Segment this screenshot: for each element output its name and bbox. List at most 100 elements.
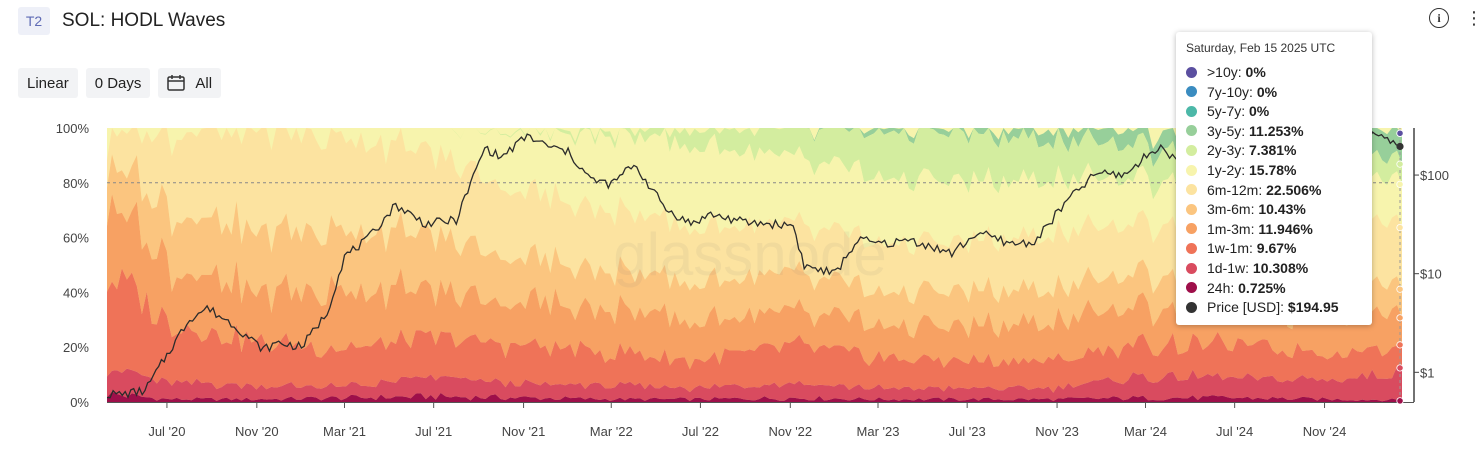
tooltip-date: Saturday, Feb 15 2025 UTC [1186,41,1336,55]
x-tick-label: Mar '21 [323,424,366,439]
legend-dot [1186,105,1197,117]
legend-dot [1186,242,1197,254]
tooltip-label: 1w-1m [1207,240,1250,257]
x-tick-label: Nov '23 [1035,424,1079,439]
tooltip-label: 3y-5y [1207,122,1242,139]
tooltip-label: 1y-2y [1207,162,1242,178]
legend-dot [1186,184,1197,196]
legend-dot [1186,144,1197,156]
legend-dot [1186,301,1197,313]
tooltip-row: 7y-10y: 0% [1186,83,1277,101]
x-tick-label: Nov '20 [235,424,279,439]
hover-dot [1396,285,1404,293]
area-1m-3m [107,193,1402,370]
y-right-tick-label: $100 [1420,168,1449,183]
tooltip-label: 24h [1207,279,1231,296]
tooltip-value: 0% [1245,64,1266,80]
tooltip-label: 1m-3m [1207,220,1251,237]
tooltip-value: 0% [1249,103,1270,120]
hover-dot [1396,180,1404,188]
y-tick-label: 40% [63,285,89,300]
moving-average-button[interactable]: 0 Days [85,68,151,98]
info-icon[interactable]: i [1429,8,1449,28]
tooltip-row: 2y-3y: 7.381% [1186,141,1297,159]
area-1d-1w [107,366,1402,402]
legend-dot [1186,164,1197,176]
tooltip-label: Price [USD] [1207,299,1281,316]
tooltip-row: 3m-6m: 10.43% [1186,200,1306,218]
scale-button[interactable]: Linear [18,68,78,98]
legend-dot [1186,66,1197,78]
y-right-tick-label: $10 [1420,267,1442,282]
date-range-button[interactable]: All [158,68,222,98]
y-tick-label: 100% [56,121,90,136]
area-3m-6m [107,154,1402,339]
legend-dot [1186,282,1197,294]
legend-dot [1186,86,1197,98]
tooltip-value: 11.253% [1249,122,1304,139]
calendar-icon [167,75,186,91]
tooltip-label: 1d-1w [1207,260,1246,276]
chart-header: T2 SOL: HODL Waves [18,6,225,36]
tooltip-row: 1d-1w: 10.308% [1186,259,1308,277]
tooltip-label: 5y-7y [1207,103,1242,120]
legend-dot [1186,203,1197,215]
tooltip-value: 10.308% [1252,260,1309,276]
tooltip-value: 0% [1256,83,1278,100]
x-tick-label: Nov '24 [1303,424,1347,439]
tooltip-value: 22.506% [1266,181,1322,198]
hover-dot [1396,160,1404,168]
tooltip-label: >10y [1207,64,1238,80]
x-tick-label: Jul '21 [415,424,452,439]
chart-controls: Linear 0 Days All [18,68,222,98]
tooltip-row: 24h: 0.725% [1186,279,1286,297]
tooltip-value: 10.43% [1258,201,1306,218]
tooltip-label: 3m-6m [1207,201,1251,218]
hover-dot [1396,129,1404,137]
legend-dot [1186,262,1197,274]
x-tick-label: Jul '20 [148,424,185,439]
y-tick-label: 60% [63,231,89,246]
y-tick-label: 20% [63,340,89,355]
price-hover-dot [1396,142,1404,151]
x-tick-label: Jul '22 [682,424,719,439]
x-tick-label: Mar '23 [857,424,900,439]
chart-title: SOL: HODL Waves [62,10,226,31]
legend-dot [1186,223,1197,235]
tier-badge: T2 [18,7,50,35]
y-right-tick-label: $1 [1420,365,1434,380]
hover-dot [1396,397,1404,405]
tooltip-value: $194.95 [1287,299,1339,316]
x-tick-label: Mar '24 [1124,424,1167,439]
tooltip-label: 7y-10y [1207,83,1250,100]
x-tick-label: Mar '22 [590,424,633,439]
tooltip-row: 1y-2y: 15.78% [1186,161,1297,179]
x-tick-label: Jul '24 [1216,424,1253,439]
area-3y-5y [107,128,1402,168]
tooltip-label: 2y-3y [1207,142,1242,159]
tooltip-row: 1m-3m: 11.946% [1186,220,1313,238]
tooltip-label: 6m-12m [1207,181,1259,198]
legend-dot [1186,125,1197,137]
tooltip-value: 9.67% [1256,240,1297,257]
hover-dot [1396,223,1404,232]
area-1w-1m [107,268,1402,393]
hover-dot [1396,314,1404,322]
area-2y-3y [107,128,1402,200]
tooltip-row: >10y: 0% [1186,63,1266,81]
tooltip-value: 0.725% [1238,279,1286,296]
x-tick-label: Nov '22 [768,424,812,439]
tooltip-row: 3y-5y: 11.253% [1186,122,1304,140]
hover-dot [1396,341,1404,349]
x-tick-label: Jul '23 [949,424,986,439]
watermark: glassnode [613,221,887,288]
hover-tooltip: Saturday, Feb 15 2025 UTC >10y: 0% 7y-10y… [1176,32,1372,325]
date-range-label: All [195,74,213,92]
tooltip-row: 1w-1m: 9.67% [1186,239,1297,257]
area-6m-12m [107,128,1402,305]
tooltip-row: 5y-7y: 0% [1186,102,1269,120]
hover-dot [1396,364,1404,372]
tooltip-value: 15.78% [1249,162,1297,178]
y-tick-label: 80% [63,176,89,191]
area-24h [107,391,1402,402]
